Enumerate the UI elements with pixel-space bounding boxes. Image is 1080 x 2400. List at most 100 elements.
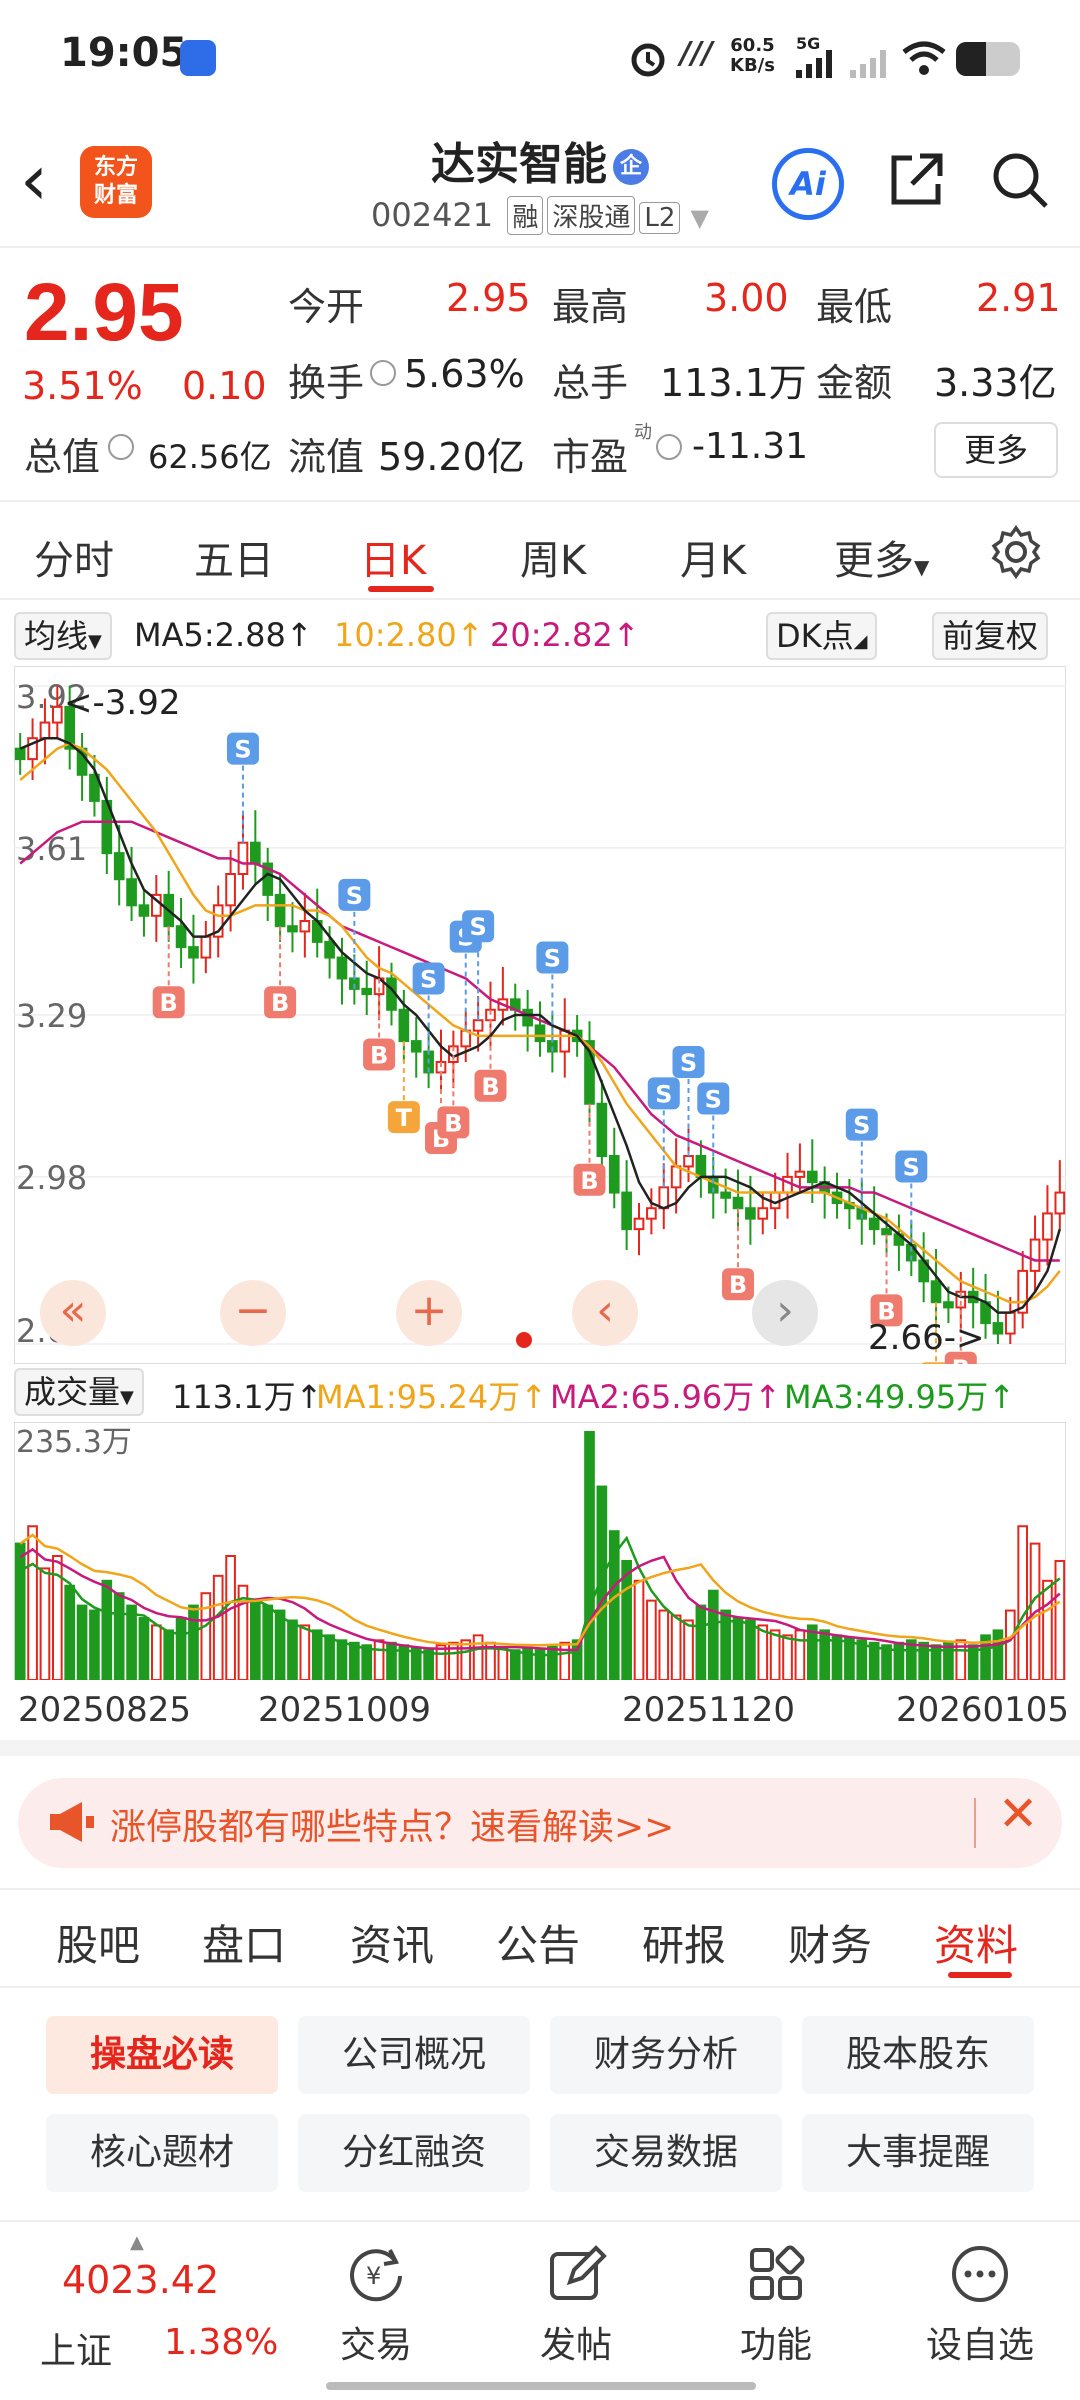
ma-select[interactable]: 均线▼ bbox=[14, 612, 112, 660]
nav-post[interactable]: 发帖 bbox=[506, 2242, 646, 2368]
candle bbox=[658, 1186, 670, 1210]
tab-research[interactable]: 研报 bbox=[642, 1921, 727, 1970]
caret-up-icon[interactable]: ▲ bbox=[130, 2232, 144, 2253]
candle bbox=[1017, 1269, 1029, 1314]
tag-l2: L2 bbox=[639, 202, 681, 234]
bottom-nav: ▲ 4023.42 上证 1.38% ¥ 交易 发帖 功能 设自选 bbox=[0, 2220, 1080, 2400]
tab-monthly-k[interactable]: 月K bbox=[680, 538, 747, 584]
volume-bar bbox=[720, 1609, 731, 1680]
tab-forum[interactable]: 股吧 bbox=[56, 1921, 141, 1970]
volume-bar bbox=[683, 1619, 694, 1680]
nav-add-watchlist[interactable]: 设自选 bbox=[910, 2242, 1050, 2368]
kline-chart[interactable]: 3.923.613.292.982.66BSBSBTSBBSSBSBSSSBSB… bbox=[14, 666, 1066, 1364]
ma-indicator-row: 均线▼ MA5:2.88↑ 10:2.80↑ 20:2.82↑ DK点◢ 前复权 bbox=[0, 608, 1080, 664]
financial-analysis-button[interactable]: 财务分析 bbox=[550, 2016, 782, 2094]
candle bbox=[126, 878, 137, 907]
section-gap bbox=[0, 1740, 1080, 1756]
y-tick-label: 2.98 bbox=[16, 1159, 87, 1197]
marker-label: S bbox=[544, 945, 561, 973]
volume-bar bbox=[806, 1624, 818, 1680]
volume-bar bbox=[943, 1641, 954, 1680]
marker-label: B bbox=[444, 1109, 462, 1137]
company-overview-button[interactable]: 公司概况 bbox=[298, 2016, 530, 2094]
dk-point-button[interactable]: DK点◢ bbox=[766, 612, 878, 660]
index-value[interactable]: 4023.42 bbox=[62, 2258, 220, 2302]
candle bbox=[287, 925, 298, 933]
volume-bar bbox=[336, 1639, 348, 1680]
dividend-financing-button[interactable]: 分红融资 bbox=[298, 2114, 530, 2192]
volume-bar bbox=[349, 1641, 360, 1680]
zoom-out-far-button[interactable]: « bbox=[40, 1280, 106, 1346]
marker-s-icon bbox=[536, 941, 569, 974]
volume-bar bbox=[646, 1599, 657, 1680]
max-price-label: <-3.92 bbox=[64, 683, 180, 723]
ai-button[interactable]: Ai bbox=[772, 148, 844, 220]
tab-weekly-k[interactable]: 周K bbox=[520, 538, 587, 584]
search-icon[interactable] bbox=[990, 150, 1050, 210]
volume-bar bbox=[980, 1634, 991, 1680]
events-reminder-button[interactable]: 大事提醒 bbox=[802, 2114, 1034, 2192]
candle bbox=[200, 935, 212, 959]
marker-label: B bbox=[481, 1073, 499, 1101]
turnover-label: 换手 bbox=[288, 361, 365, 405]
tab-order-book[interactable]: 盘口 bbox=[202, 1921, 287, 1970]
marker-s-icon bbox=[895, 1150, 928, 1183]
y-tick-label: 3.92 bbox=[16, 678, 87, 716]
info-icon[interactable] bbox=[656, 434, 682, 460]
volume-bar bbox=[881, 1644, 892, 1680]
chart-tabs: 分时 五日 日K 周K 月K 更多▼ bbox=[0, 500, 1080, 600]
scroll-right-button[interactable]: › bbox=[752, 1280, 818, 1346]
low-label: 最低 bbox=[816, 285, 893, 329]
vol-select[interactable]: 成交量▼ bbox=[14, 1368, 144, 1416]
nav-trade[interactable]: ¥ 交易 bbox=[306, 2242, 446, 2368]
amount-label: 金额 bbox=[816, 361, 893, 405]
tab-more[interactable]: 更多▼ bbox=[834, 538, 930, 584]
info-icon[interactable] bbox=[108, 434, 134, 460]
volume-chart[interactable]: 235.3万 bbox=[14, 1422, 1066, 1680]
current-price: 2.95 bbox=[24, 267, 184, 358]
net-speed: 60.5 KB/s bbox=[730, 35, 775, 76]
volume-bar bbox=[819, 1629, 830, 1680]
volume-bar bbox=[150, 1624, 162, 1680]
shareholders-button[interactable]: 股本股东 bbox=[802, 2016, 1034, 2094]
back-button[interactable]: ‹ bbox=[20, 139, 48, 221]
info-icon[interactable] bbox=[370, 360, 396, 386]
trading-data-button[interactable]: 交易数据 bbox=[550, 2114, 782, 2192]
candle bbox=[608, 1155, 620, 1194]
mktcap-label: 总值 bbox=[24, 435, 101, 479]
volume-bar bbox=[670, 1614, 682, 1680]
ma10-line bbox=[19, 742, 1061, 1304]
change-pct: 3.51% bbox=[22, 364, 143, 408]
marker-label: S bbox=[469, 913, 486, 941]
marker-label: B bbox=[580, 1167, 598, 1195]
tab-intraday[interactable]: 分时 bbox=[34, 538, 114, 584]
candle bbox=[89, 773, 100, 802]
dropdown-icon[interactable]: ▼ bbox=[690, 204, 710, 232]
scroll-left-button[interactable]: ‹ bbox=[572, 1280, 638, 1346]
close-icon[interactable]: ✕ bbox=[998, 1786, 1039, 1842]
trading-guide-button[interactable]: 操盘必读 bbox=[46, 2016, 278, 2094]
tab-daily-k[interactable]: 日K bbox=[360, 538, 427, 584]
promo-banner[interactable]: 涨停股都有哪些特点？速看解读>> ✕ bbox=[18, 1778, 1062, 1868]
volume-ma-line bbox=[19, 1535, 1061, 1657]
zoom-minus-button[interactable]: − bbox=[220, 1280, 286, 1346]
more-button[interactable]: 更多 bbox=[934, 422, 1058, 478]
tab-announcements[interactable]: 公告 bbox=[496, 1921, 581, 1970]
share-icon[interactable] bbox=[886, 150, 946, 210]
adjust-button[interactable]: 前复权 bbox=[932, 612, 1049, 660]
tab-five-day[interactable]: 五日 bbox=[194, 538, 274, 584]
candle bbox=[646, 1207, 657, 1220]
core-themes-button[interactable]: 核心题材 bbox=[46, 2114, 278, 2192]
gear-icon[interactable] bbox=[988, 524, 1044, 580]
tab-finance[interactable]: 财务 bbox=[788, 1921, 873, 1970]
banner-divider bbox=[974, 1798, 976, 1848]
volume-bar bbox=[163, 1629, 175, 1680]
zoom-plus-button[interactable]: + bbox=[396, 1280, 462, 1346]
candle bbox=[250, 841, 261, 865]
float-value: 59.20亿 bbox=[378, 435, 525, 479]
tab-news[interactable]: 资讯 bbox=[350, 1921, 435, 1970]
nav-functions[interactable]: 功能 bbox=[706, 2242, 846, 2368]
volume-bar bbox=[559, 1641, 571, 1680]
pe-value: -11.31 bbox=[692, 426, 809, 467]
tab-profile[interactable]: 资料 bbox=[934, 1921, 1019, 1970]
